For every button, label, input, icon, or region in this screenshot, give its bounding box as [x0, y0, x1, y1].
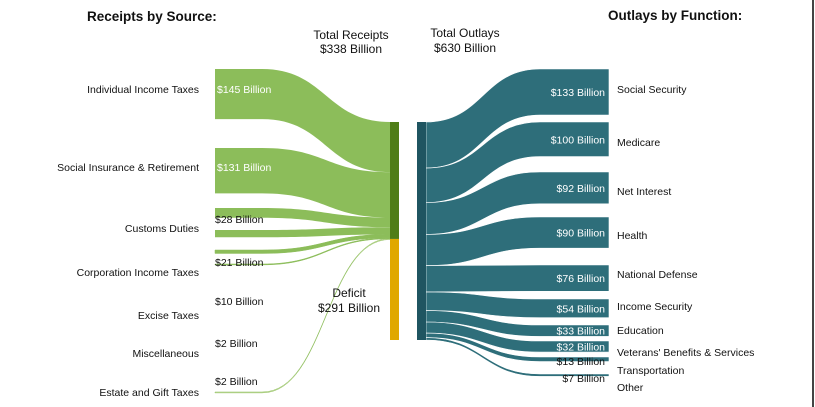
outlays-flows [425, 68, 610, 377]
outlays-value-income-security: $54 Billion [557, 303, 606, 315]
receipts-flow-social-insurance-and-retirement [215, 148, 390, 218]
text-layer: Receipts by Source: Outlays by Function:… [57, 8, 754, 399]
right-edge-line [812, 0, 814, 407]
outlays-flow-veterans-benefits-and-services [425, 321, 610, 353]
outlays-value-medicare: $100 Billion [551, 134, 605, 146]
receipts-label-excise-taxes: Excise Taxes [138, 310, 199, 322]
receipts-label-individual-income-taxes: Individual Income Taxes [87, 84, 199, 96]
receipts-label-corporation-income-taxes: Corporation Income Taxes [77, 267, 199, 279]
outlays-flow-health [425, 216, 610, 266]
deficit-value: $291 Billion [318, 301, 380, 315]
total-receipts-value: $338 Billion [320, 42, 382, 56]
outlays-value-national-defense: $76 Billion [557, 273, 606, 285]
outlays-label-net-interest: Net Interest [617, 186, 671, 198]
receipts-label-social-insurance-and-retirement: Social Insurance & Retirement [57, 162, 199, 174]
outlays-value-net-interest: $92 Billion [557, 183, 606, 195]
total-outlays-label: Total Outlays [430, 26, 499, 40]
outlays-flow-transportation [425, 332, 610, 362]
receipts-value-estate-and-gift-taxes: $2 Billion [215, 376, 258, 388]
outlays-flow-medicare [425, 121, 610, 203]
receipts-value-miscellaneous: $2 Billion [215, 338, 258, 350]
receipts-flow-excise-taxes [214, 234, 391, 254]
outlays-label-medicare: Medicare [617, 137, 660, 149]
total-outlays-value: $630 Billion [434, 41, 496, 55]
receipts-value-customs-duties: $28 Billion [215, 214, 264, 226]
outlays-value-education: $33 Billion [557, 326, 606, 338]
receipts-value-individual-income-taxes: $145 Billion [217, 84, 271, 96]
receipts-value-social-insurance-and-retirement: $131 Billion [217, 162, 271, 174]
receipts-label-estate-and-gift-taxes: Estate and Gift Taxes [99, 387, 199, 399]
total-outlays-bar [417, 122, 426, 340]
receipts-flow-customs-duties [215, 208, 390, 228]
receipts-label-miscellaneous: Miscellaneous [132, 348, 199, 360]
outlays-value-transportation: $13 Billion [557, 356, 606, 368]
outlays-flow-education [425, 310, 610, 337]
receipts-value-corporation-income-taxes: $21 Billion [215, 257, 264, 269]
receipts-heading: Receipts by Source: [87, 9, 217, 24]
outlays-flow-social-security [425, 68, 610, 169]
outlays-value-veterans-benefits-and-services: $32 Billion [557, 342, 606, 354]
total-receipts-bar [390, 122, 399, 239]
receipts-value-excise-taxes: $10 Billion [215, 296, 264, 308]
outlays-label-other: Other [617, 382, 644, 394]
outlays-flow-national-defense [425, 264, 610, 293]
total-receipts-label: Total Receipts [313, 28, 388, 42]
outlays-flow-net-interest [425, 171, 610, 235]
total-bars [390, 122, 426, 340]
outlays-label-transportation: Transportation [617, 365, 684, 377]
receipts-flow-corporation-income-taxes [215, 227, 390, 238]
outlays-label-veterans-benefits-and-services: Veterans' Benefits & Services [617, 347, 754, 359]
outlays-value-health: $90 Billion [557, 228, 606, 240]
outlays-value-social-security: $133 Billion [551, 87, 605, 99]
receipts-flow-individual-income-taxes [215, 69, 390, 173]
outlays-flow-other [425, 337, 610, 377]
deficit-label: Deficit [332, 286, 366, 300]
receipts-label-customs-duties: Customs Duties [125, 223, 199, 235]
outlays-heading: Outlays by Function: [608, 8, 742, 23]
outlays-label-health: Health [617, 230, 648, 242]
outlays-label-social-security: Social Security [617, 84, 687, 96]
outlays-label-education: Education [617, 325, 664, 337]
outlays-label-income-security: Income Security [617, 301, 693, 313]
deficit-bar [390, 238, 399, 340]
outlays-value-other: $7 Billion [562, 373, 605, 385]
outlays-label-national-defense: National Defense [617, 269, 698, 281]
outlays-flow-income-security [425, 291, 610, 318]
